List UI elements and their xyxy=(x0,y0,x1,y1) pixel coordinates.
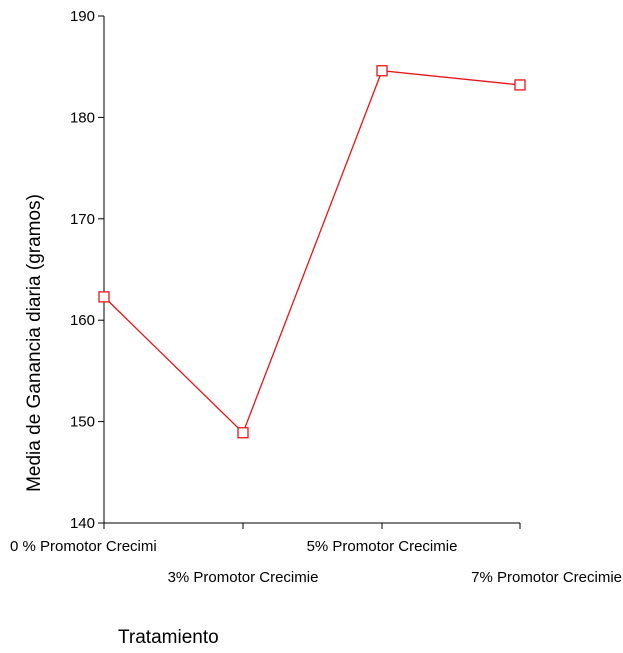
y-axis-title: Media de Ganancia diaria (gramos) xyxy=(24,194,45,492)
x-tick-label: 3% Promotor Crecimie xyxy=(168,569,319,586)
y-tick-label: 140 xyxy=(70,515,95,532)
x-tick-label: 7% Promotor Crecimie xyxy=(471,569,622,586)
y-tick-label: 180 xyxy=(70,109,95,126)
y-tick-label: 160 xyxy=(70,312,95,329)
series-layer xyxy=(98,65,526,439)
x-axis: 0 % Promotor Crecimi 3% Promotor Crecimie… xyxy=(10,522,622,586)
y-tick-label: 190 xyxy=(70,8,95,25)
data-point xyxy=(514,79,526,91)
x-tick-label: 5% Promotor Crecimie xyxy=(307,538,458,555)
y-axis: 140 150 160 170 180 190 xyxy=(70,8,105,532)
data-point xyxy=(376,65,388,77)
series-line xyxy=(103,70,521,434)
x-tick-label: 0 % Promotor Crecimi xyxy=(10,538,157,555)
y-tick-label: 170 xyxy=(70,211,95,228)
data-point xyxy=(98,291,110,303)
y-tick-label: 150 xyxy=(70,414,95,431)
data-point xyxy=(237,427,249,439)
x-axis-title: Tratamiento xyxy=(118,627,219,648)
